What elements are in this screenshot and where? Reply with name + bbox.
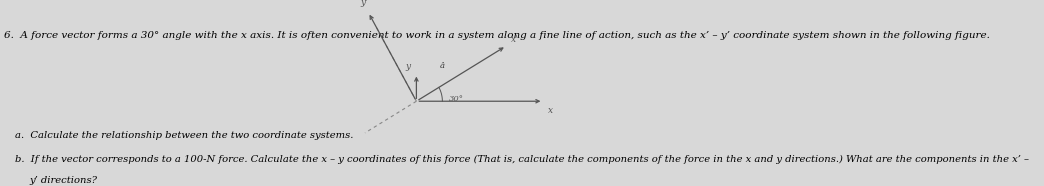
Text: y: y [405, 62, 410, 70]
Text: x': x' [511, 35, 518, 44]
Text: 30°: 30° [449, 95, 464, 103]
Text: b.  If the vector corresponds to a 100-N force. Calculate the x – y coordinates : b. If the vector corresponds to a 100-N … [15, 155, 1028, 164]
Text: â: â [441, 62, 445, 70]
Text: 6.  A force vector forms a 30° angle with the x axis. It is often convenient to : 6. A force vector forms a 30° angle with… [4, 31, 990, 40]
Text: y': y' [360, 0, 367, 7]
Text: a.  Calculate the relationship between the two coordinate systems.: a. Calculate the relationship between th… [15, 131, 353, 140]
Text: x: x [547, 106, 552, 115]
Text: y’ directions?: y’ directions? [29, 177, 98, 185]
